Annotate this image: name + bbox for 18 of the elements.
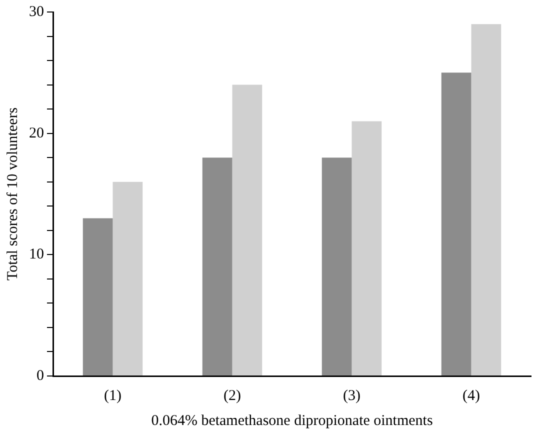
x-tick-label: (4) <box>462 388 480 404</box>
x-tick-label: (2) <box>224 388 241 404</box>
bar <box>82 218 113 376</box>
bar <box>352 121 382 376</box>
y-tick-label: 30 <box>29 4 44 20</box>
bar <box>441 72 472 376</box>
x-axis-title: 0.064% betamethasone dipropionate ointments <box>151 412 433 429</box>
y-axis-title: Total scores of 10 volunteers <box>4 107 21 281</box>
y-tick-label: 10 <box>29 246 44 263</box>
y-tick-label: 0 <box>36 368 44 384</box>
y-tick-label: 20 <box>29 125 44 142</box>
x-tick-label: (3) <box>343 388 360 404</box>
bar <box>322 158 352 376</box>
bar <box>471 24 502 376</box>
bar <box>232 84 262 376</box>
bar <box>112 182 143 376</box>
x-tick-label: (1) <box>104 388 122 404</box>
bar <box>202 158 232 376</box>
